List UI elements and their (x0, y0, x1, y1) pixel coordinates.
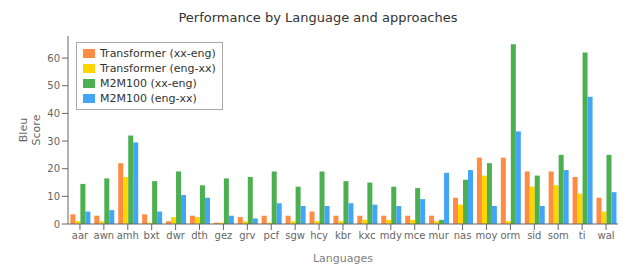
svg-text:orm: orm (500, 230, 520, 241)
svg-text:som: som (548, 230, 569, 241)
svg-text:gez: gez (215, 230, 233, 241)
html-text:M2M100 (xx-eng): M2M100 (xx-eng) (100, 77, 197, 90)
html-text:Performance by Language and ap: Performance by Language and approaches (178, 10, 458, 25)
svg-text:10: 10 (47, 191, 60, 202)
svg-text:60: 60 (47, 53, 60, 64)
html-text:Transformer (xx-eng): Transformer (xx-eng) (100, 47, 216, 60)
svg-text:50: 50 (47, 80, 60, 91)
html-text:Transformer (eng-xx): Transformer (eng-xx) (100, 62, 216, 75)
svg-text:dwr: dwr (166, 230, 186, 241)
svg-text:hcy: hcy (310, 230, 328, 241)
svg-text:bxt: bxt (144, 230, 160, 241)
svg-text:ti: ti (579, 230, 586, 241)
svg-text:sgw: sgw (285, 230, 305, 241)
svg-text:0: 0 (54, 219, 60, 230)
svg-text:30: 30 (47, 136, 60, 147)
svg-text:dth: dth (191, 230, 208, 241)
svg-text:pcf: pcf (264, 230, 280, 241)
svg-text:sid: sid (527, 230, 541, 241)
svg-text:grv: grv (239, 230, 255, 241)
svg-text:Languages: Languages (313, 252, 373, 265)
svg-text:moy: moy (476, 230, 498, 241)
svg-text:kbr: kbr (335, 230, 352, 241)
svg-text:mdy: mdy (380, 230, 402, 241)
svg-text:kxc: kxc (358, 230, 375, 241)
svg-text:aar: aar (72, 230, 89, 241)
svg-text:mce: mce (404, 230, 425, 241)
svg-text:wal: wal (597, 230, 614, 241)
svg-text:20: 20 (47, 163, 60, 174)
svg-text:40: 40 (47, 108, 60, 119)
svg-text:BleuScore: BleuScore (17, 114, 43, 145)
svg-text:awn: awn (94, 230, 115, 241)
html-text:M2M100 (eng-xx): M2M100 (eng-xx) (100, 92, 197, 105)
svg-text:mur: mur (429, 230, 450, 241)
svg-text:nas: nas (454, 230, 472, 241)
svg-text:amh: amh (117, 230, 139, 241)
